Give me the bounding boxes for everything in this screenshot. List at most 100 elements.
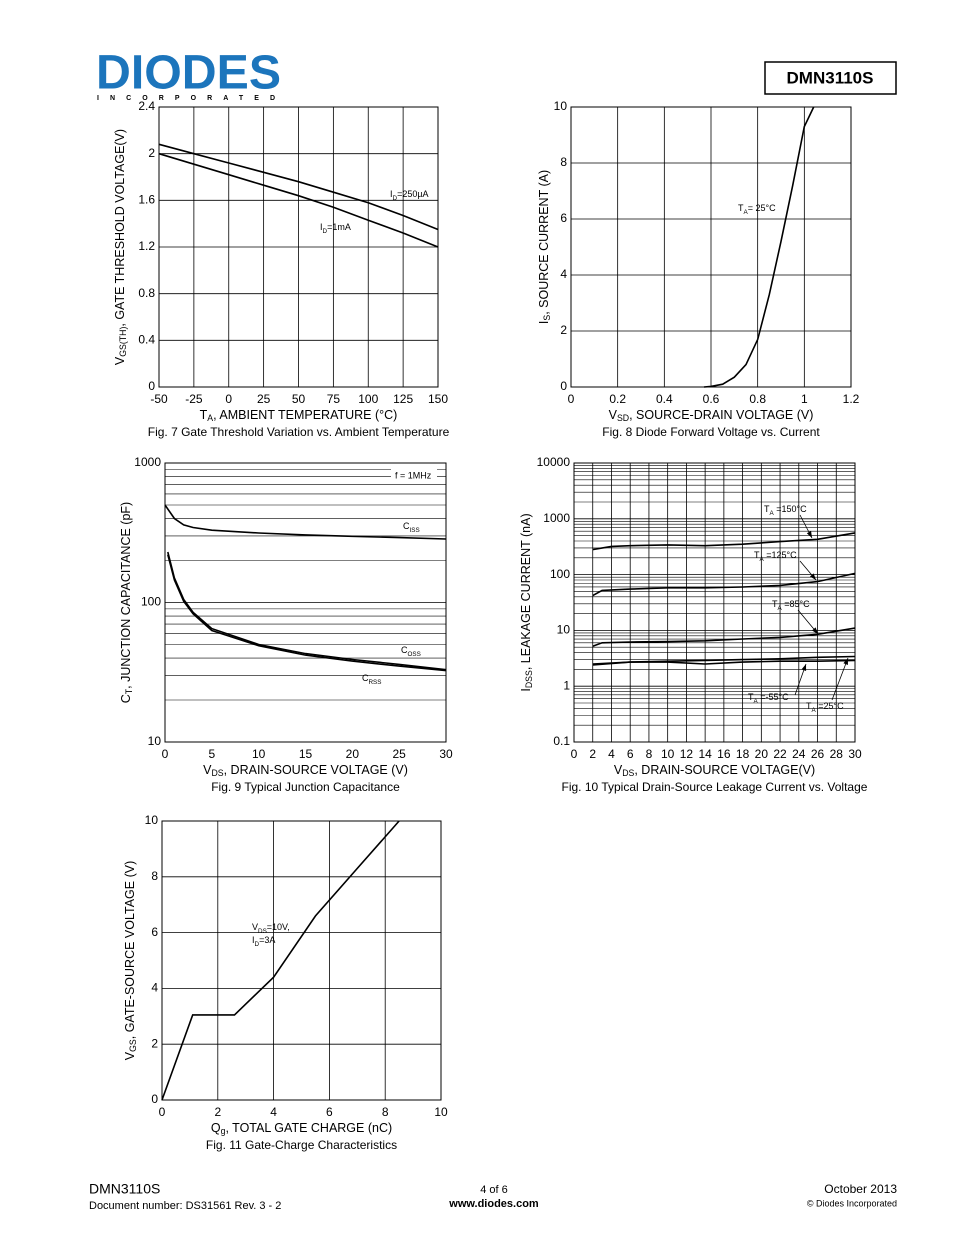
series-line <box>592 655 856 665</box>
y-tick-label: 0 <box>148 379 155 393</box>
arrow-head <box>809 573 816 580</box>
x-tick-label: 2 <box>214 1105 221 1119</box>
y-tick-label: 4 <box>151 981 158 995</box>
y-tick-label: 2.4 <box>138 99 155 113</box>
x-tick-label: 125 <box>393 392 413 406</box>
logo: DIODES <box>96 47 281 100</box>
x-tick-label: 2 <box>589 747 596 761</box>
x-tick-label: 28 <box>830 747 844 761</box>
x-tick-label: 8 <box>646 747 653 761</box>
x-axis-label: TA, AMBIENT TEMPERATURE (°C) <box>200 408 398 423</box>
y-axis-label-part: GS <box>128 1039 138 1052</box>
series-label-part: =125°C <box>764 550 797 560</box>
x-tick-label: 25 <box>257 392 271 406</box>
series-label-part: A <box>770 510 775 517</box>
y-axis-label: VGS(TH), GATE THRESHOLD VOLTAGE(V) <box>113 129 128 365</box>
series-label: TA =150°C <box>764 504 807 516</box>
annotation-part: DS <box>258 928 267 935</box>
series-label-part: A <box>744 209 749 216</box>
x-tick-label: 20 <box>346 747 360 761</box>
x-tick-label: 6 <box>326 1105 333 1119</box>
series-line <box>164 504 447 540</box>
arrow <box>831 657 849 701</box>
y-axis-label-part: , GATE THRESHOLD VOLTAGE(V) <box>113 129 127 327</box>
y-tick-label: 10 <box>145 813 159 827</box>
series-label-part: C <box>403 521 410 531</box>
x-tick-label: 0.2 <box>609 392 626 406</box>
x-tick-label: 24 <box>792 747 806 761</box>
series-line <box>167 554 447 672</box>
y-tick-label: 0.8 <box>138 286 155 300</box>
series-label: CRSS <box>362 673 381 685</box>
x-tick-label: 0 <box>162 747 169 761</box>
y-axis-label-part: T <box>124 688 134 694</box>
y-tick-label: 100 <box>550 567 570 581</box>
annotation-part: =3A <box>259 935 275 945</box>
y-axis-label-part: , SOURCE CURRENT (A) <box>537 170 551 315</box>
y-axis-label: CT, JUNCTION CAPACITANCE (pF) <box>119 502 134 703</box>
x-axis-label: VSD, SOURCE-DRAIN VOLTAGE (V) <box>609 408 814 423</box>
caption: Fig. 8 Diode Forward Voltage vs. Current <box>602 425 820 439</box>
y-axis-label: IDSS, LEAKAGE CURRENT (nA) <box>519 513 534 691</box>
y-axis-label-part: C <box>119 694 133 703</box>
caption: Fig. 10 Typical Drain-Source Leakage Cur… <box>562 780 868 794</box>
series-line <box>703 106 815 388</box>
y-tick-label: 2 <box>151 1036 158 1050</box>
arrow-head <box>843 658 848 665</box>
x-tick-label: 16 <box>717 747 731 761</box>
plot-frame <box>164 462 447 743</box>
x-tick-label: 12 <box>680 747 694 761</box>
series-label-part: I <box>320 222 323 232</box>
series-label-part: ISS <box>410 527 420 534</box>
y-axis-label-part: V <box>113 356 127 365</box>
series-label-part: C <box>401 645 408 655</box>
x-tick-label: 30 <box>439 747 453 761</box>
x-axis-label-part: , SOURCE-DRAIN VOLTAGE (V) <box>629 408 813 422</box>
annotation-part: V <box>252 922 258 932</box>
x-tick-label: 4 <box>270 1105 277 1119</box>
arrow-head <box>806 531 812 538</box>
y-tick-label: 1000 <box>134 455 161 469</box>
series-line <box>592 532 856 551</box>
y-tick-label: 1.6 <box>138 193 155 207</box>
x-tick-label: -25 <box>185 392 203 406</box>
x-tick-label: 100 <box>358 392 378 406</box>
y-axis-label-part: , JUNCTION CAPACITANCE (pF) <box>119 502 133 689</box>
x-axis-label-part: SD <box>617 413 629 423</box>
series-label-part: A <box>760 556 765 563</box>
x-tick-label: -50 <box>150 392 168 406</box>
y-tick-label: 0.1 <box>553 734 570 748</box>
annotation: ID=3A <box>252 935 275 947</box>
y-axis-label-part: DSS <box>524 670 534 688</box>
footer-url: www.diodes.com <box>448 1198 539 1210</box>
x-tick-label: 5 <box>208 747 215 761</box>
series-label: TA =25°C <box>806 701 844 713</box>
x-tick-label: 0 <box>159 1105 166 1119</box>
y-tick-label: 10 <box>148 734 162 748</box>
series-line <box>592 627 856 647</box>
x-axis-label: Qg, TOTAL GATE CHARGE (nC) <box>211 1121 392 1136</box>
series-label-part: T <box>754 550 760 560</box>
series-label-part: = 25°C <box>748 203 776 213</box>
caption: Fig. 11 Gate-Charge Characteristics <box>206 1138 397 1152</box>
series-line <box>158 152 439 248</box>
x-tick-label: 20 <box>755 747 769 761</box>
y-axis-label-part: , LEAKAGE CURRENT (nA) <box>519 513 533 670</box>
series-label-part: =150°C <box>774 504 807 514</box>
series-label-part: T <box>738 203 744 213</box>
y-axis-label-part: , GATE-SOURCE VOLTAGE (V) <box>123 861 137 1040</box>
y-axis-label-part: S <box>542 315 552 321</box>
y-tick-label: 100 <box>141 595 161 609</box>
series-label-part: T <box>748 692 754 702</box>
x-tick-label: 150 <box>428 392 448 406</box>
x-tick-label: 8 <box>382 1105 389 1119</box>
series-label-part: T <box>764 504 770 514</box>
plot-frame <box>161 820 442 1101</box>
annotation: f = 1MHz <box>395 470 432 480</box>
x-axis-label-part: V <box>614 763 623 777</box>
x-axis-label: VDS, DRAIN-SOURCE VOLTAGE (V) <box>203 763 408 778</box>
x-tick-label: 1.2 <box>843 392 860 406</box>
x-tick-label: 6 <box>627 747 634 761</box>
part-box <box>764 61 897 95</box>
y-axis-label-part: V <box>123 1051 137 1060</box>
